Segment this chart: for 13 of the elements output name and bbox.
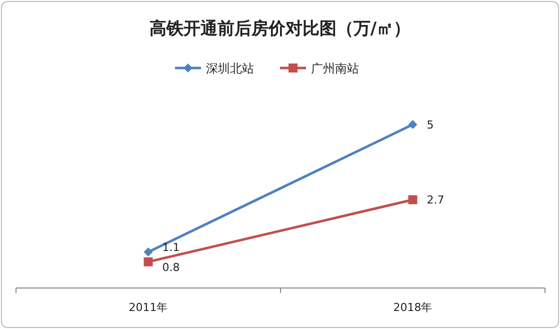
chart-title: 高铁开通前后房价对比图（万/㎡） — [149, 19, 411, 39]
x-tick-label: 2011年 — [128, 301, 168, 314]
data-label: 5 — [426, 118, 434, 132]
point — [408, 195, 418, 204]
data-label: 0.8 — [162, 260, 180, 274]
data-label: 1.1 — [162, 241, 180, 254]
point — [144, 248, 153, 257]
point — [144, 257, 153, 266]
data-label: 2.7 — [426, 194, 444, 207]
point — [408, 120, 418, 130]
legend-label: 深圳北站 — [206, 62, 254, 76]
legend-label: 广州南站 — [311, 62, 359, 76]
x-tick-label: 2018年 — [393, 301, 432, 314]
